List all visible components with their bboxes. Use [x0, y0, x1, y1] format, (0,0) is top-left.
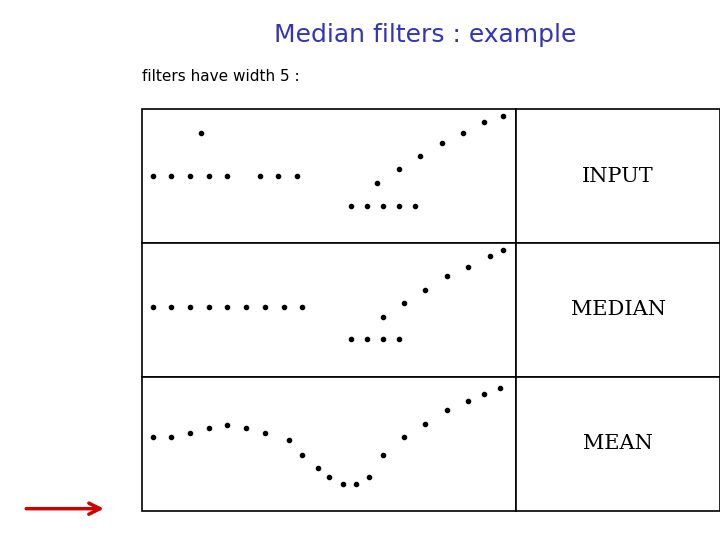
Text: MEDIAN: MEDIAN: [571, 300, 666, 320]
Bar: [516, 377, 720, 511]
Bar: [142, 377, 516, 511]
Text: MEAN: MEAN: [583, 434, 653, 454]
Text: filters have width 5 :: filters have width 5 :: [142, 69, 300, 84]
Bar: [516, 109, 720, 243]
Bar: [142, 243, 516, 377]
Bar: [516, 243, 720, 377]
Text: Vision: Vision: [36, 89, 94, 106]
Bar: [142, 109, 516, 243]
Text: INPUT: INPUT: [582, 166, 654, 186]
Text: Computer: Computer: [19, 59, 112, 76]
Text: Median filters : example: Median filters : example: [274, 23, 576, 47]
